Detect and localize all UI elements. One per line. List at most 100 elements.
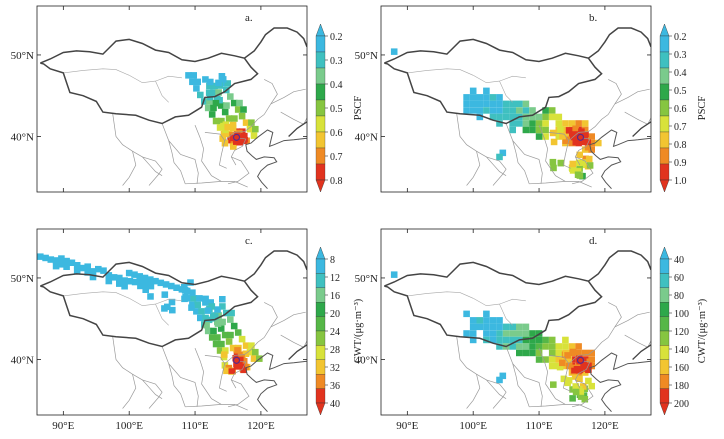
colorbar-segment bbox=[315, 51, 326, 69]
province-boundary bbox=[456, 113, 507, 176]
province-boundary bbox=[161, 123, 186, 184]
plume-cell bbox=[522, 126, 530, 134]
colorbar-tick-label: 0.7 bbox=[674, 122, 687, 133]
plume-cell bbox=[529, 336, 536, 344]
province-boundary bbox=[224, 114, 265, 141]
plume-cell bbox=[58, 261, 65, 268]
plume-cell bbox=[535, 120, 543, 127]
province-boundary bbox=[230, 137, 247, 166]
province-boundary bbox=[529, 404, 592, 411]
plume-cell bbox=[581, 120, 589, 127]
plume-cell bbox=[100, 267, 107, 274]
plume-cell bbox=[206, 98, 213, 105]
plume-cell bbox=[564, 352, 571, 359]
plume-cell bbox=[234, 329, 242, 336]
colorbar-tick-label: 0.5 bbox=[330, 104, 343, 115]
plume-cell bbox=[238, 112, 246, 120]
plume-cell bbox=[89, 268, 97, 275]
colorbar-segment bbox=[659, 316, 670, 332]
plume-cell bbox=[168, 298, 176, 306]
province-boundary bbox=[280, 111, 307, 125]
province-boundary bbox=[505, 346, 530, 407]
plume-cell bbox=[550, 381, 557, 388]
colorbar-title: PSCF bbox=[697, 96, 708, 121]
plume-cell bbox=[463, 330, 470, 337]
coastline bbox=[589, 129, 651, 190]
colorbar-tick-label: 40 bbox=[674, 255, 684, 266]
plume-cell bbox=[535, 343, 543, 350]
plume-cell bbox=[483, 330, 490, 337]
country-border bbox=[587, 27, 651, 59]
plume-cell bbox=[240, 357, 248, 365]
plume-cell bbox=[250, 355, 258, 362]
plume-cell bbox=[499, 372, 507, 380]
plume-cell bbox=[522, 120, 530, 127]
plume-cell bbox=[212, 99, 220, 107]
province-boundary bbox=[456, 336, 507, 399]
plume-cell bbox=[549, 158, 557, 166]
plume-cell bbox=[203, 322, 210, 329]
map-frame bbox=[380, 5, 652, 193]
plume-cell bbox=[234, 347, 241, 354]
plume-cell bbox=[68, 259, 76, 266]
coastline bbox=[589, 352, 651, 413]
plume-cell bbox=[190, 72, 197, 79]
colorbar-tick-label: 0.6 bbox=[330, 128, 343, 139]
plume-cell bbox=[584, 139, 591, 146]
plume-cell bbox=[194, 78, 201, 86]
plume-cell bbox=[210, 327, 217, 335]
plume-cell bbox=[542, 107, 549, 114]
plume-cell bbox=[89, 273, 97, 281]
colorbar-title: PSCF bbox=[353, 96, 364, 121]
plume-cell bbox=[571, 367, 578, 374]
plume-cell bbox=[196, 295, 203, 302]
province-boundary bbox=[486, 156, 507, 186]
colorbar-arrow bbox=[659, 23, 670, 37]
plume-cell bbox=[202, 314, 209, 322]
plume-cell bbox=[228, 309, 235, 317]
plume-cell bbox=[542, 133, 549, 140]
plume-cell bbox=[220, 122, 227, 130]
colorbar-tick-label: 60 bbox=[674, 273, 684, 284]
province-boundary bbox=[548, 355, 571, 392]
plume-cell bbox=[241, 132, 248, 139]
plume-cell bbox=[214, 320, 222, 327]
plume-cell bbox=[496, 113, 503, 121]
colorbar-segment bbox=[315, 35, 326, 53]
panel-label: b. bbox=[589, 12, 598, 24]
plume-cell bbox=[232, 355, 239, 362]
plume-cell bbox=[79, 264, 86, 272]
plume-cell bbox=[529, 349, 536, 357]
plume-cell bbox=[529, 343, 536, 350]
province-boundary bbox=[155, 303, 169, 326]
colorbar-segment bbox=[659, 35, 670, 53]
plume-cell bbox=[489, 107, 497, 114]
colorbar-segment bbox=[315, 388, 326, 404]
country-border bbox=[243, 27, 307, 59]
plume-cell bbox=[469, 317, 477, 324]
plume-cell bbox=[215, 79, 222, 87]
plume-cell bbox=[469, 323, 477, 331]
colorbar-arrow bbox=[315, 23, 326, 37]
plume-cell bbox=[522, 330, 530, 337]
colorbar-segment bbox=[315, 316, 326, 332]
plume-cell bbox=[202, 76, 209, 83]
plume-cell bbox=[218, 340, 225, 348]
province-boundary bbox=[112, 113, 163, 176]
plume-cell bbox=[502, 100, 510, 108]
plume-cell bbox=[227, 93, 234, 100]
plume-cell bbox=[224, 80, 231, 87]
plume-cell bbox=[42, 254, 49, 262]
plume-cell bbox=[496, 317, 503, 324]
plume-cell bbox=[207, 78, 214, 86]
plume-cell bbox=[157, 279, 165, 287]
province-boundary bbox=[571, 156, 594, 185]
plume-cell bbox=[216, 347, 224, 354]
plume-cell bbox=[230, 99, 238, 107]
plume-cell bbox=[483, 310, 490, 318]
plume-cell bbox=[489, 113, 497, 121]
plume-cell bbox=[202, 295, 209, 303]
plume-cell bbox=[205, 89, 213, 96]
plume-cell bbox=[562, 343, 569, 350]
province-boundary bbox=[574, 360, 591, 389]
